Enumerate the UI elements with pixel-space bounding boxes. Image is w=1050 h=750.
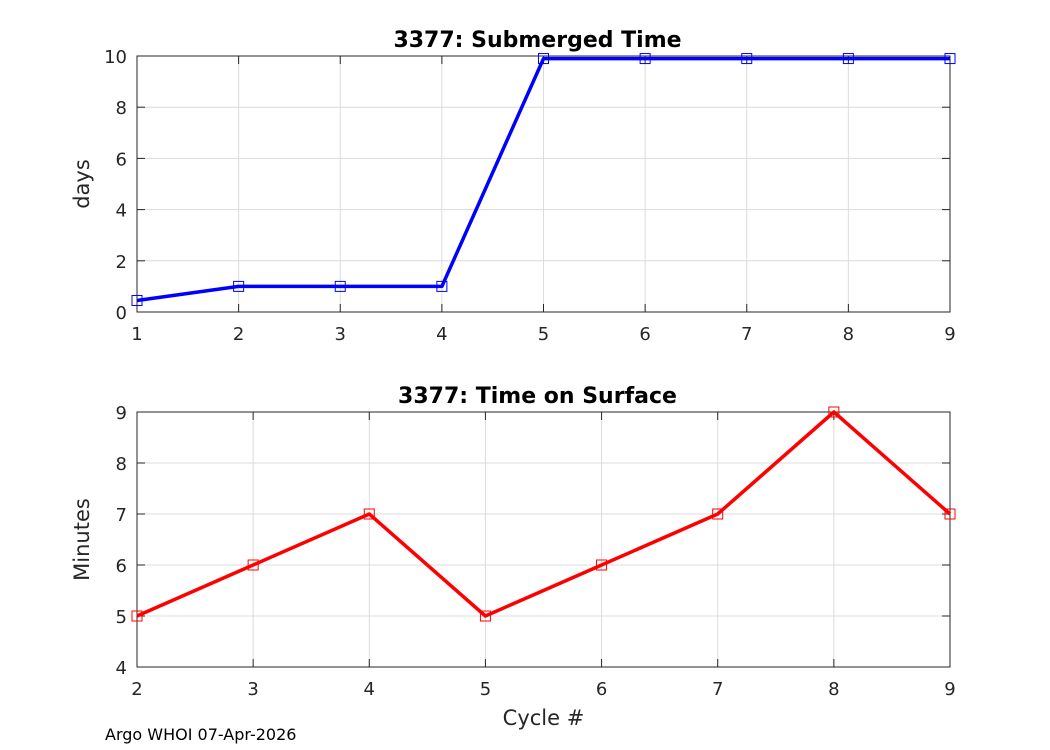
- y-tick-label: 8: [116, 454, 127, 475]
- footer-credit: Argo WHOI 07-Apr-2026: [105, 725, 297, 744]
- data-point: [944, 508, 956, 520]
- chart-title: 3377: Submerged Time: [393, 28, 681, 53]
- x-tick-label: 3: [335, 324, 346, 345]
- data-point: [363, 508, 375, 520]
- data-point: [538, 53, 549, 65]
- y-tick-label: 0: [116, 303, 127, 324]
- y-tick-label: 4: [116, 658, 127, 679]
- data-point: [639, 53, 651, 65]
- x-tick-label: 8: [843, 324, 854, 345]
- data-point: [247, 559, 259, 571]
- x-tick-label: 2: [233, 324, 244, 345]
- y-axis-label: Minutes: [70, 498, 94, 581]
- data-point: [828, 406, 840, 418]
- data-point: [436, 280, 448, 292]
- plot-area: [137, 412, 950, 667]
- data-point: [233, 280, 245, 292]
- y-axis-label: days: [70, 159, 94, 209]
- data-point: [741, 53, 753, 65]
- time-on-surface-plot: 2 3 4 5 6 7 8 9 4 5 6 7 8 9 3377: Time on Surface Minut…: [70, 384, 956, 730]
- series-line: [136, 56, 950, 303]
- data-point: [944, 53, 956, 65]
- x-tick-label: 8: [828, 679, 839, 700]
- data-point: [131, 294, 143, 306]
- data-point: [712, 508, 724, 520]
- data-point: [596, 559, 608, 571]
- x-tick-label: 4: [364, 679, 375, 700]
- x-tick-label: 6: [596, 679, 607, 700]
- data-point: [131, 610, 143, 622]
- submerged-time-plot: 1 2 3 4 5 6 7 8 9 0 2 4 6 8 10 3377: Submerged Time days: [70, 28, 956, 345]
- x-tick-label: 9: [944, 679, 955, 700]
- x-tick-label: 5: [480, 679, 491, 700]
- x-tick-label: 7: [741, 324, 752, 345]
- y-tick-label: 5: [116, 607, 127, 628]
- series-line: [136, 410, 952, 618]
- x-tick-label: 6: [639, 324, 650, 345]
- x-tick-label: 7: [712, 679, 723, 700]
- y-tick-label: 7: [116, 505, 127, 526]
- y-tick-label: 10: [104, 47, 127, 68]
- x-tick-label: 5: [538, 324, 549, 345]
- y-tick-label: 9: [116, 403, 127, 424]
- data-point: [842, 53, 854, 65]
- data-point: [479, 610, 491, 622]
- chart-title: 3377: Time on Surface: [398, 384, 677, 409]
- data-point: [334, 280, 346, 292]
- y-tick-label: 2: [116, 252, 127, 273]
- x-tick-label: 1: [131, 324, 142, 345]
- x-axis-label: Cycle #: [503, 706, 585, 730]
- x-tick-label: 3: [247, 679, 258, 700]
- axes-box: [136, 411, 951, 668]
- y-tick-label: 8: [116, 98, 127, 119]
- x-tick-label: 2: [131, 679, 142, 700]
- x-tick-label: 9: [944, 324, 955, 345]
- y-tick-label: 6: [116, 149, 127, 170]
- y-tick-label: 6: [116, 556, 127, 577]
- x-tick-label: 4: [436, 324, 447, 345]
- y-tick-label: 4: [116, 201, 127, 222]
